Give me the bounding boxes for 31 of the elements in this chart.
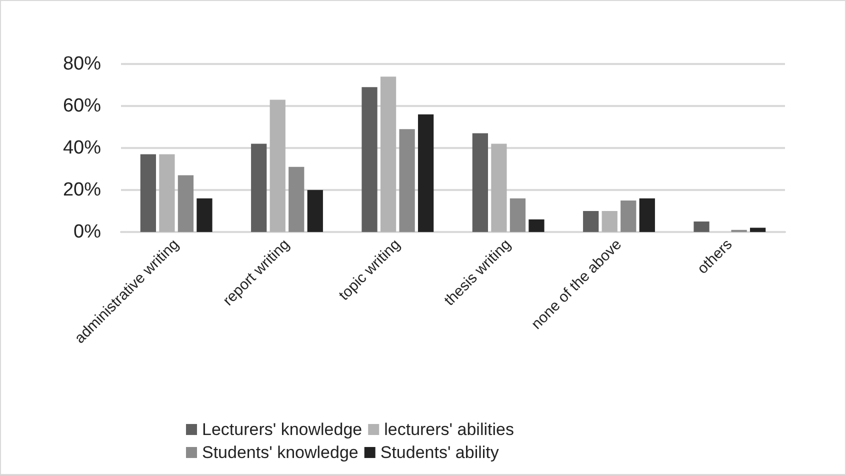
bar <box>196 198 212 232</box>
bar <box>620 200 636 232</box>
bar <box>159 154 175 232</box>
y-tick-label: 80% <box>62 54 102 74</box>
legend-label: Lecturers' knowledge <box>202 420 362 439</box>
legend-label: Students' ability <box>380 443 500 462</box>
y-tick-label: 40% <box>62 138 102 158</box>
bar <box>418 114 434 232</box>
bar <box>602 211 618 232</box>
bar <box>583 211 599 232</box>
bar <box>750 228 766 232</box>
y-tick-label: 60% <box>62 96 102 116</box>
bar <box>510 198 526 232</box>
bar <box>380 76 396 232</box>
bar <box>528 219 544 232</box>
bar <box>362 87 378 232</box>
bar <box>399 129 415 232</box>
legend-label: Students' knowledge <box>202 443 358 462</box>
bar <box>472 133 488 232</box>
y-tick-label: 20% <box>62 180 102 200</box>
bar <box>639 198 655 232</box>
bar <box>491 144 507 232</box>
bar <box>140 154 156 232</box>
legend-label: lecturers' abilities <box>384 420 514 439</box>
bar <box>694 222 710 232</box>
y-tick-label: 0% <box>74 222 102 242</box>
bar <box>178 175 194 232</box>
bar <box>270 100 286 232</box>
bar <box>307 190 323 232</box>
bar <box>251 144 267 232</box>
bar <box>288 166 304 232</box>
